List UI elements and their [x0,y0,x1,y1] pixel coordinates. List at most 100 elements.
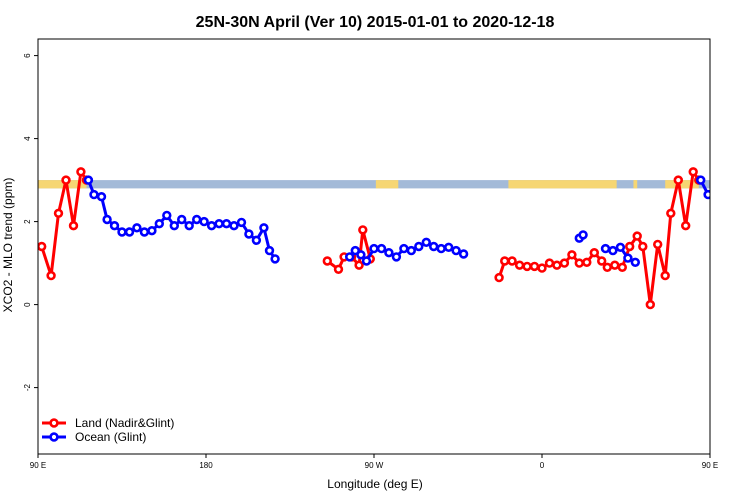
y-tick-label: 0 [23,302,32,307]
data-point [333,264,344,274]
data-point [259,223,269,233]
data-point [567,250,577,260]
data-point [184,221,194,231]
legend: Land (Nadir&Glint)Ocean (Glint) [42,416,174,444]
data-point [740,229,747,236]
data-point [369,243,379,254]
data-point [406,245,416,256]
data-point [356,250,366,260]
data-point [38,241,47,252]
y-axis-label: XCO2 - MLO trend (ppm) [1,178,15,313]
legend-label: Ocean (Glint) [75,430,146,444]
data-point [102,214,112,225]
data-point [615,242,626,253]
data-point [500,256,510,266]
data-point [53,208,64,219]
data-point [206,221,217,231]
data-point [391,252,402,262]
data-point [688,167,698,177]
data-point [429,241,439,252]
data-point [725,222,732,229]
data-point [522,261,532,272]
data-point [96,192,107,202]
data-point [578,230,588,240]
data-point [720,216,727,223]
data-point [61,175,71,185]
data-point [345,252,355,262]
data-point [221,219,232,229]
data-point [358,225,368,235]
data-point [436,243,446,254]
data-point [68,221,79,231]
data-point [600,243,611,254]
data-point [264,245,275,256]
data-point [169,221,180,231]
land-strip-segment [665,180,699,189]
data-point [46,270,56,281]
data-point [154,219,165,229]
data-point [610,260,620,270]
data-point [399,243,409,254]
data-point [214,219,224,229]
data-point [574,258,584,268]
data-point [645,299,655,310]
x-tick-label: 90 E [30,461,46,470]
data-point [458,249,469,259]
y-tick-label: 4 [23,136,32,141]
data-point [132,223,142,233]
data-point [632,231,642,241]
series-line [497,170,701,307]
data-point [514,260,525,270]
data-point [652,239,663,250]
data-point [451,245,461,256]
plot-area [38,167,747,310]
y-tick-label: 6 [23,53,32,58]
data-point [638,241,648,252]
data-point [376,243,387,254]
series-land [38,167,704,310]
data-point [199,216,209,227]
data-point [361,256,372,266]
x-tick-label: 90 E [702,461,718,470]
data-point [384,248,394,258]
data-point [695,175,706,185]
legend-label: Land (Nadir&Glint) [75,416,174,430]
data-point [537,263,547,273]
data-point [444,242,454,253]
data-point [270,254,280,264]
x-axis: 90 E 180 90 W 0 90 E [30,454,718,470]
data-point [251,235,262,246]
legend-marker [49,418,59,428]
data-point [680,221,691,231]
data-point [529,261,540,272]
legend-item: Land (Nadir&Glint) [42,416,174,430]
data-point [596,256,607,266]
data-point [673,175,683,185]
data-point [623,253,633,263]
data-point [544,258,555,268]
data-point [414,241,424,252]
legend-item: Ocean (Glint) [42,430,146,444]
y-axis: -2 0 2 4 6 [23,53,38,391]
data-point [117,227,127,237]
data-point [666,208,676,219]
x-tick-label: 90 W [365,461,384,470]
y-tick-label: -2 [23,383,32,391]
land-strip-segment [375,180,399,189]
data-point [624,241,635,252]
data-point [229,221,239,231]
data-point [559,258,570,268]
data-point [630,257,640,267]
data-point [712,193,719,200]
data-point [421,237,431,248]
data-point [147,226,157,236]
data-point [89,189,99,200]
data-point [660,270,670,281]
data-point [192,214,202,225]
data-point [494,272,504,283]
land-strip-segment [633,180,638,189]
legend-marker [49,432,59,442]
data-point [589,248,599,258]
y-tick-label: 2 [23,219,32,224]
